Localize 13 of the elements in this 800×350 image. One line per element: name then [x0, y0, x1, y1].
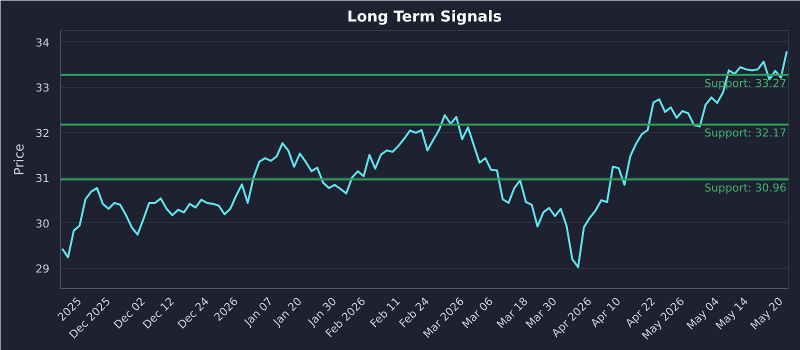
y-tick-label: 32 — [36, 126, 50, 140]
y-tick-label: 34 — [36, 36, 50, 50]
x-tick-label: Dec 24 — [175, 294, 212, 332]
line-series — [61, 50, 788, 268]
ref-line-label: Support: 32.17 — [704, 126, 787, 140]
ref-line-label: Support: 30.96 — [704, 181, 787, 194]
y-tick-label: 33 — [36, 82, 50, 95]
y-axis-title: Price — [12, 144, 28, 176]
y-tick-label: 31 — [36, 172, 50, 186]
chart-title: Long Term Signals — [347, 8, 502, 26]
y-tick-label: 30 — [36, 217, 50, 230]
x-tick-label: Jan 20 — [270, 294, 304, 330]
y-tick-label: 29 — [36, 262, 50, 276]
